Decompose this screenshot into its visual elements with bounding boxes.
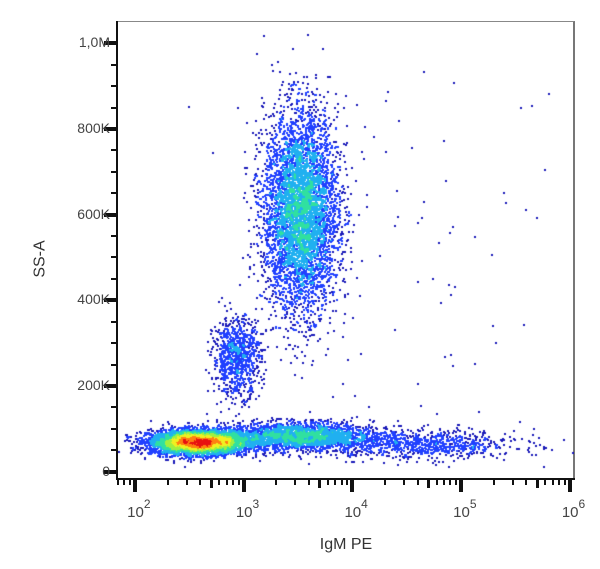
- y-tick-minor: [111, 342, 117, 345]
- x-tick-label-base: 10: [235, 504, 253, 521]
- x-tick-minor: [128, 479, 131, 485]
- x-tick-minor: [334, 479, 337, 485]
- y-tick-minor: [111, 192, 117, 195]
- x-axis-title: IgM PE: [319, 536, 373, 553]
- x-tick-major: [350, 479, 355, 492]
- x-tick-minor: [346, 479, 349, 485]
- x-tick-major: [241, 479, 246, 492]
- y-tick-label: 200K: [77, 376, 110, 393]
- x-axis-line: [116, 478, 575, 480]
- y-tick-minor: [111, 63, 117, 66]
- x-tick-minor: [185, 479, 188, 485]
- y-tick-label: 1,0M: [78, 34, 110, 51]
- x-tick-minor: [557, 479, 560, 485]
- x-tick-minor: [427, 479, 431, 488]
- y-tick-major: [104, 212, 117, 217]
- x-tick-minor: [225, 479, 228, 485]
- x-tick-minor: [166, 479, 169, 485]
- x-tick-label-exponent: 5: [469, 497, 477, 511]
- x-tick-major: [132, 479, 137, 492]
- y-tick-minor: [111, 106, 117, 109]
- y-tick-minor: [111, 406, 117, 409]
- x-tick-minor: [117, 479, 119, 485]
- x-tick-minor: [544, 479, 547, 485]
- y-tick-label: 600K: [77, 205, 110, 222]
- x-tick-minor: [199, 479, 202, 485]
- y-tick-minor: [111, 427, 117, 430]
- y-tick-major: [104, 383, 117, 388]
- x-tick-minor: [535, 479, 539, 488]
- density-scatter: [118, 22, 574, 478]
- x-tick-minor: [403, 479, 405, 485]
- x-tick-minor: [231, 479, 234, 485]
- x-tick-minor: [218, 479, 221, 485]
- y-tick-label: 400K: [77, 291, 110, 308]
- y-tick-label: 800K: [77, 120, 110, 137]
- x-tick-label: 102: [127, 497, 151, 521]
- x-tick-label-base: 10: [344, 504, 362, 521]
- x-tick-minor: [383, 479, 386, 485]
- x-tick-label: 104: [344, 497, 368, 521]
- y-tick-minor: [111, 256, 117, 259]
- x-tick-minor: [294, 479, 297, 485]
- x-tick-minor: [327, 479, 330, 485]
- y-tick-minor: [111, 170, 117, 173]
- x-tick-major: [458, 479, 463, 492]
- y-axis-line: [116, 21, 118, 480]
- x-tick-label-exponent: 6: [578, 497, 586, 511]
- x-tick-minor: [449, 479, 452, 485]
- x-tick-minor: [443, 479, 445, 485]
- y-tick-minor: [111, 277, 117, 280]
- y-tick-minor: [111, 320, 117, 323]
- x-tick-minor: [237, 479, 240, 485]
- x-tick-label: 105: [453, 497, 477, 521]
- x-tick-minor: [454, 479, 457, 485]
- x-tick-minor: [435, 479, 438, 485]
- x-tick-minor: [525, 479, 528, 485]
- y-tick-major: [104, 127, 117, 132]
- plot-area: [117, 21, 575, 479]
- x-tick-minor: [209, 479, 213, 488]
- x-tick-label-base: 10: [561, 504, 579, 521]
- x-tick-minor: [307, 479, 310, 485]
- x-tick-minor: [492, 479, 495, 485]
- x-tick-minor: [275, 479, 278, 485]
- x-tick-label: 103: [235, 497, 260, 521]
- y-tick-major: [104, 469, 117, 474]
- y-tick-major: [104, 298, 117, 303]
- x-tick-label-exponent: 2: [143, 497, 151, 511]
- x-tick-label-base: 10: [127, 504, 144, 521]
- x-tick-minor: [340, 479, 343, 485]
- y-axis-title: SS-A: [31, 240, 49, 278]
- x-tick-label-base: 10: [453, 504, 470, 521]
- y-tick-minor: [111, 85, 117, 88]
- x-tick-minor: [416, 479, 419, 485]
- x-tick-major: [567, 479, 572, 492]
- y-tick-minor: [111, 149, 117, 152]
- y-tick-minor: [111, 449, 117, 452]
- x-tick-minor: [551, 479, 554, 485]
- x-tick-label-exponent: 3: [252, 497, 260, 511]
- y-tick-major: [104, 41, 117, 46]
- x-tick-minor: [318, 479, 322, 488]
- x-tick-minor: [563, 479, 566, 485]
- y-tick-label: 0: [102, 462, 110, 479]
- y-tick-minor: [111, 363, 117, 366]
- x-tick-label: 106: [561, 497, 586, 521]
- y-tick-minor: [111, 235, 117, 238]
- x-tick-minor: [123, 479, 126, 485]
- x-tick-minor: [511, 479, 514, 485]
- x-tick-label-exponent: 4: [361, 497, 368, 511]
